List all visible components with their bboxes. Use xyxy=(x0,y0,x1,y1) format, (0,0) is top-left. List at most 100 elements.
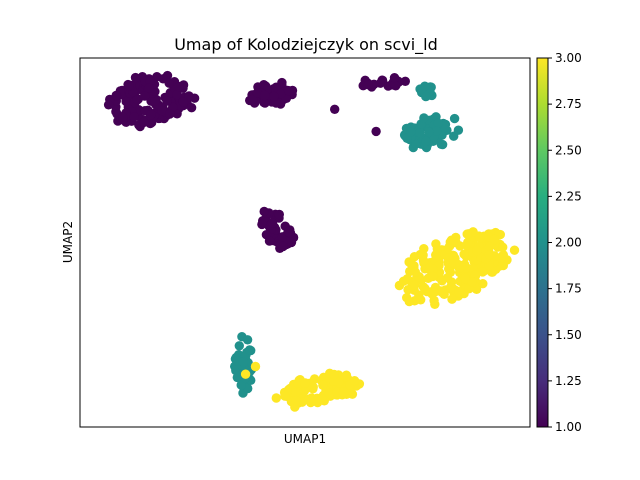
scatter-point xyxy=(269,91,279,102)
scatter-point xyxy=(427,289,437,299)
scatter-point xyxy=(132,95,142,105)
scatter-point xyxy=(317,394,327,405)
colorbar-tick-label: 1.25 xyxy=(555,374,582,388)
scatter-point xyxy=(424,127,434,137)
scatter-point xyxy=(276,88,286,99)
scatter-point xyxy=(139,117,149,128)
x-axis-label: UMAP1 xyxy=(284,432,326,446)
scatter-points xyxy=(103,70,520,412)
scatter-point xyxy=(421,136,431,146)
scatter-point xyxy=(259,206,269,217)
scatter-point xyxy=(419,113,429,123)
scatter-point xyxy=(416,295,426,305)
scatter-point xyxy=(330,104,340,115)
scatter-point xyxy=(118,112,128,122)
scatter-point xyxy=(363,80,373,90)
scatter-point xyxy=(130,72,141,83)
scatter-point xyxy=(453,125,464,135)
scatter-point xyxy=(332,387,342,397)
scatter-point xyxy=(236,380,246,390)
scatter-point xyxy=(455,241,465,251)
scatter-point xyxy=(293,378,303,388)
colorbar-tick-label: 2.00 xyxy=(555,236,582,250)
scatter-point xyxy=(484,241,495,252)
scatter-point xyxy=(410,267,420,277)
scatter-point xyxy=(419,244,429,254)
scatter-point xyxy=(404,296,414,307)
scatter-point xyxy=(459,260,469,270)
scatter-point xyxy=(240,369,251,379)
scatter-point xyxy=(447,238,457,248)
scatter-point xyxy=(340,371,351,382)
scatter-point xyxy=(446,258,456,268)
scatter-point xyxy=(242,335,253,345)
scatter-point xyxy=(406,259,416,269)
scatter-point xyxy=(329,369,339,380)
colorbar-tick-label: 2.50 xyxy=(555,143,582,157)
scatter-point xyxy=(349,376,360,386)
scatter-point xyxy=(409,280,420,290)
scatter-point xyxy=(309,374,320,384)
scatter-point xyxy=(498,250,508,260)
scatter-point xyxy=(405,127,416,137)
scatter-point xyxy=(371,126,381,137)
scatter-point xyxy=(172,89,182,100)
scatter-point xyxy=(433,118,443,128)
scatter-point xyxy=(247,94,258,105)
scatter-point xyxy=(290,387,301,398)
scatter-point xyxy=(509,245,520,255)
scatter-point xyxy=(459,249,469,259)
scatter-point xyxy=(144,83,154,93)
scatter-point xyxy=(484,250,495,260)
scatter-point xyxy=(129,112,139,122)
colorbar-tick-label: 1.75 xyxy=(555,282,582,296)
scatter-point xyxy=(460,273,471,284)
scatter-point xyxy=(420,283,430,293)
scatter-point xyxy=(162,96,172,106)
scatter-point xyxy=(234,341,244,351)
scatter-point xyxy=(165,109,175,119)
scatter-point xyxy=(306,393,317,403)
scatter-point xyxy=(308,382,318,392)
scatter-point xyxy=(431,126,442,136)
chart-title: Umap of Kolodziejczyk on scvi_ld xyxy=(174,35,438,55)
scatter-point xyxy=(329,376,339,386)
scatter-point xyxy=(164,78,174,88)
scatter-point xyxy=(475,233,485,243)
scatter-point xyxy=(324,388,335,399)
scatter-point xyxy=(338,387,349,397)
scatter-point xyxy=(238,357,248,367)
scatter-point xyxy=(146,109,156,120)
scatter-point xyxy=(428,264,438,275)
scatter-point xyxy=(300,378,310,388)
colorbar-tick-label: 1.00 xyxy=(555,420,582,434)
scatter-point xyxy=(278,241,288,252)
scatter-point xyxy=(174,81,184,92)
scatter-point xyxy=(121,96,131,107)
colorbar-tick-label: 2.25 xyxy=(555,189,582,203)
scatter-point xyxy=(463,237,473,248)
scatter-point xyxy=(140,91,150,101)
scatter-point xyxy=(283,227,293,237)
scatter-point xyxy=(267,218,278,228)
scatter-point xyxy=(437,288,448,298)
scatter-point xyxy=(472,245,482,256)
scatter-point xyxy=(498,242,508,252)
scatter-point xyxy=(421,91,431,102)
colorbar-tick-label: 1.50 xyxy=(555,328,582,342)
scatter-point xyxy=(232,372,242,383)
scatter-point xyxy=(418,255,429,266)
y-axis-label: UMAP2 xyxy=(61,221,75,263)
scatter-point xyxy=(389,73,400,83)
colorbar-ticks: 1.00 1.25 1.50 1.75 2.00 2.25 2.50 2.75 3.00 xyxy=(548,51,582,434)
scatter-point xyxy=(124,80,134,91)
scatter-point xyxy=(274,209,284,220)
scatter-point xyxy=(150,96,160,106)
scatter-point xyxy=(250,361,261,372)
scatter-point xyxy=(389,79,400,90)
scatter-point xyxy=(415,128,425,138)
scatter-point xyxy=(291,395,301,406)
colorbar-tick-label: 3.00 xyxy=(555,51,582,65)
scatter-point xyxy=(283,86,294,96)
